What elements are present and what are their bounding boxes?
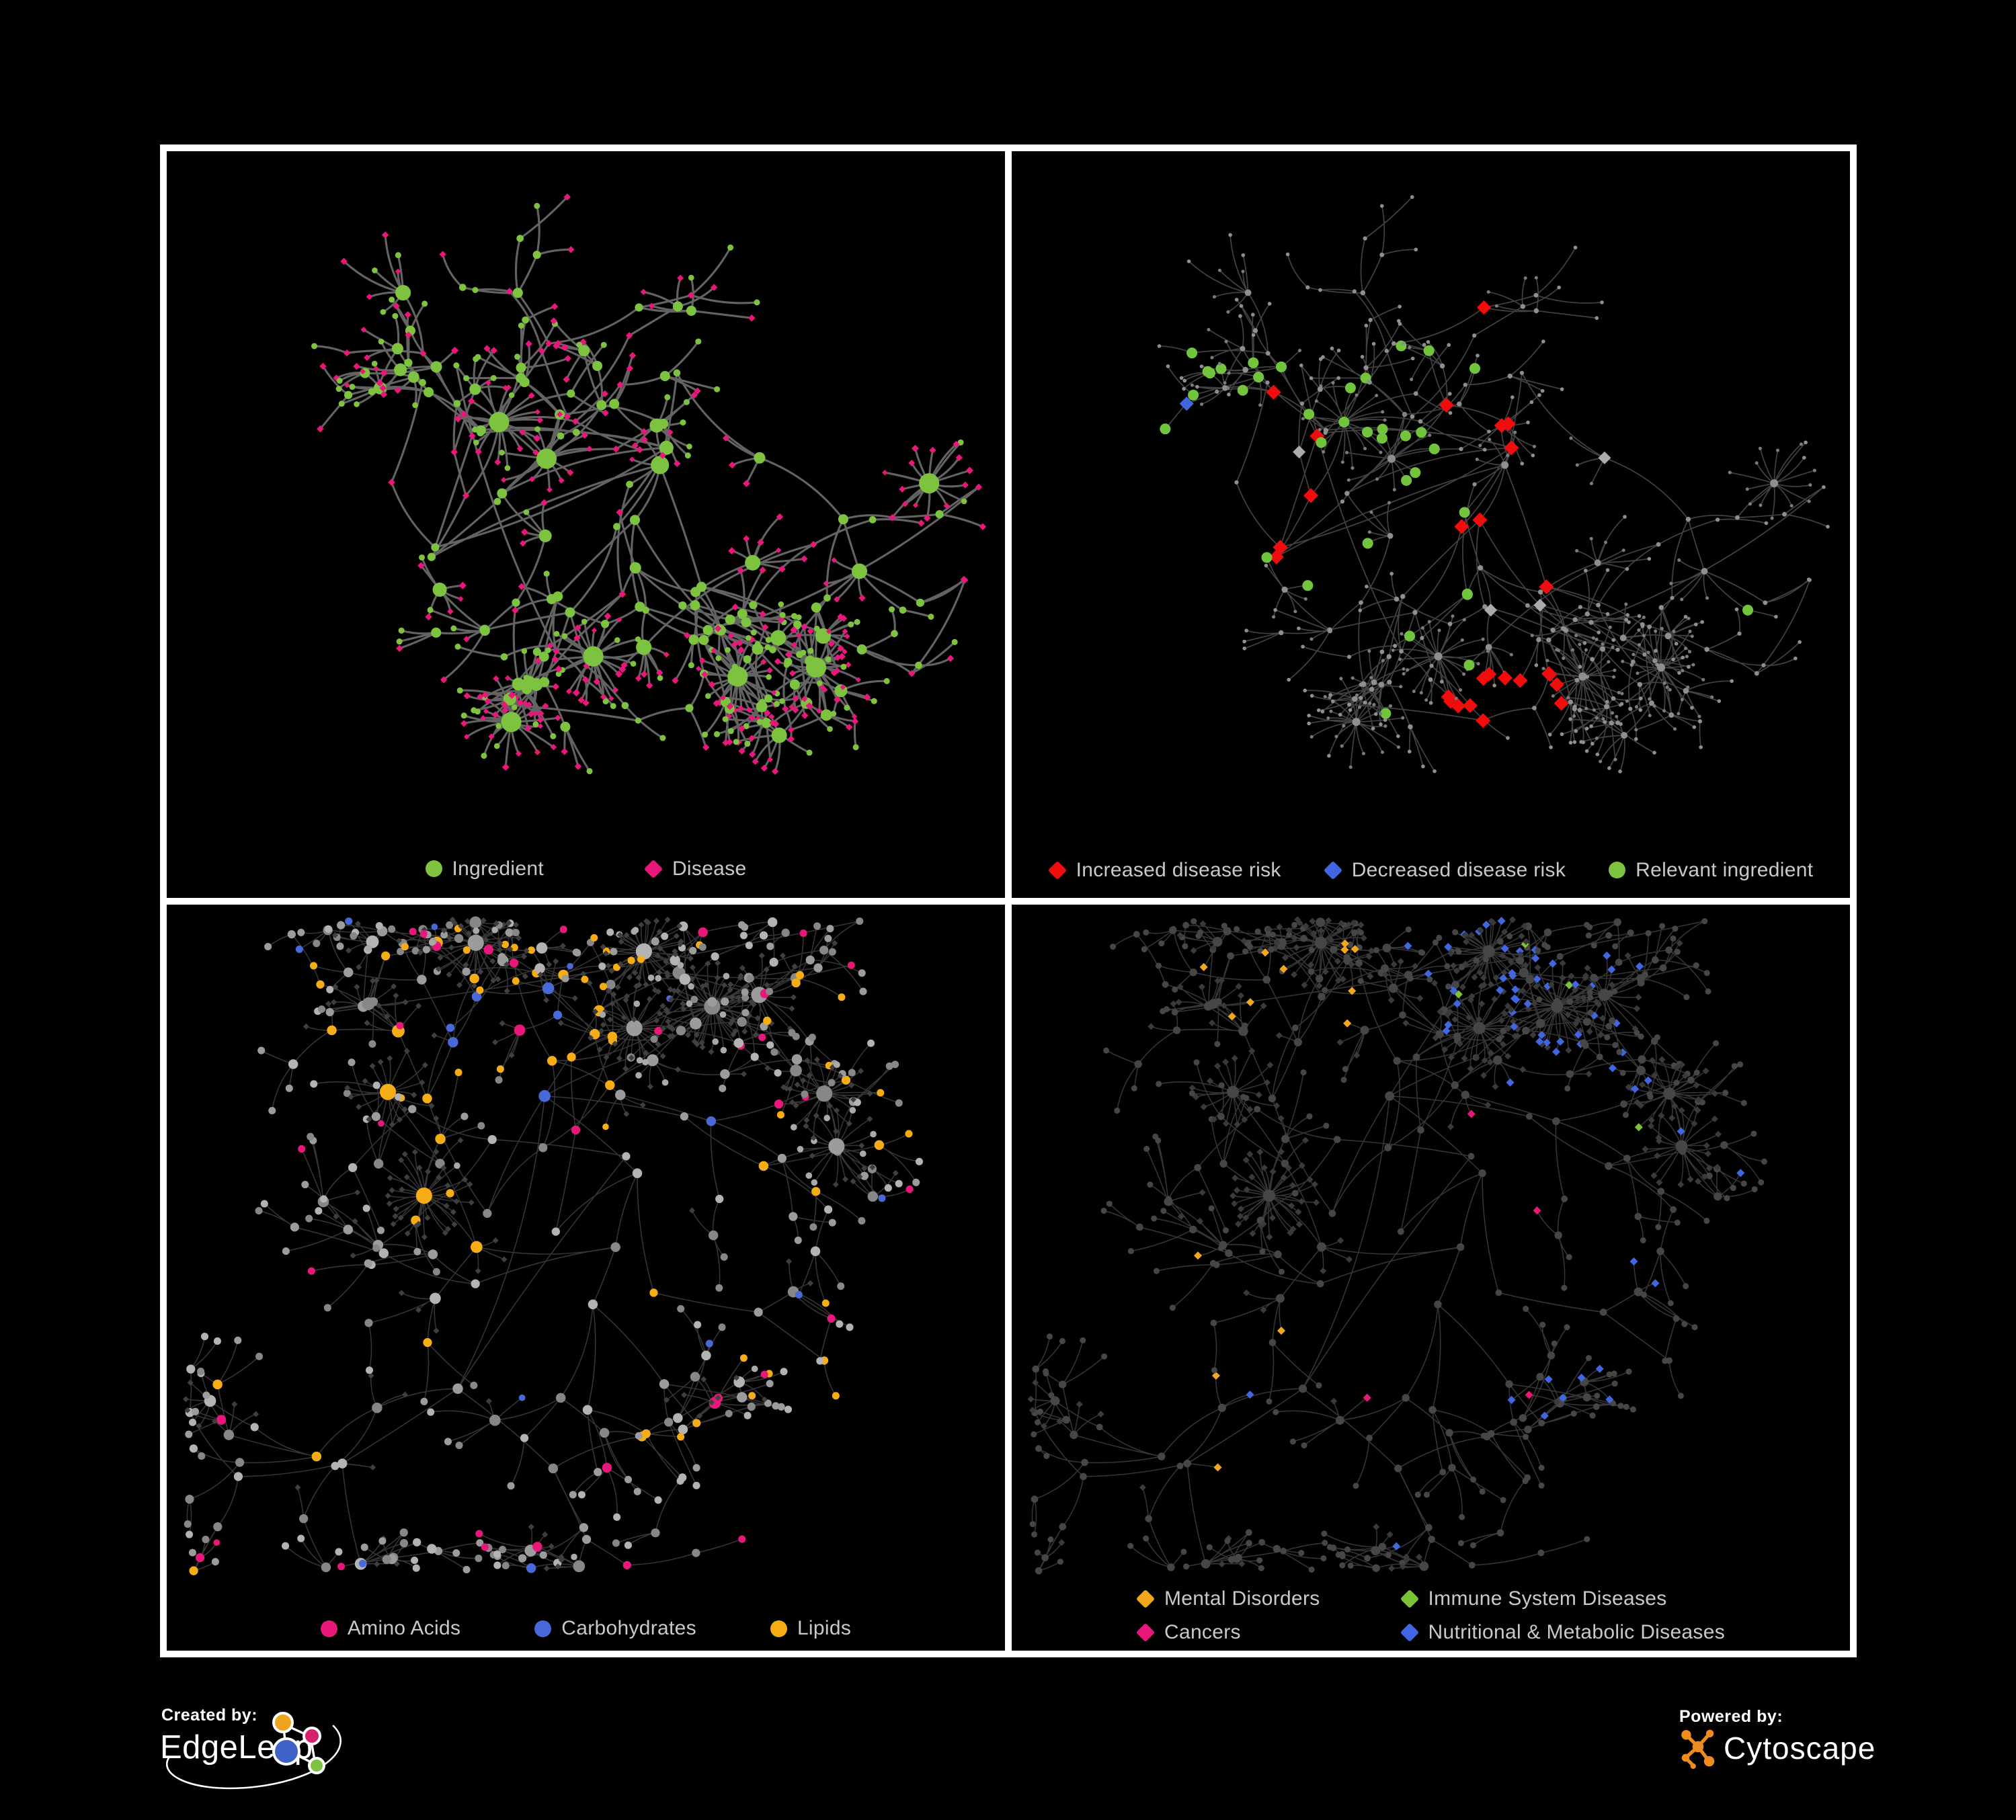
cytoscape-wordmark: Cytoscape [1724, 1731, 1876, 1766]
legend-item-decreased-disease-risk: Decreased disease risk [1323, 858, 1566, 882]
circle-swatch [534, 1620, 552, 1637]
legend-disease-categories: Mental Disorders Immune System Diseases Ca… [1012, 1587, 1850, 1644]
figure-frame: Ingredient Disease Increased disease risk… [160, 144, 1857, 1657]
powered-by-label: Powered by: [1679, 1707, 1783, 1726]
legend-disease-risk: Increased disease risk Decreased disease … [1012, 859, 1850, 882]
diamond-swatch [1400, 1622, 1419, 1643]
legend-label: Cancers [1164, 1621, 1241, 1643]
legend-item-immune-system-diseases: Immune System Diseases [1400, 1587, 1725, 1610]
diamond-swatch [643, 859, 663, 878]
legend-label: Immune System Diseases [1428, 1587, 1667, 1610]
legend-label: Ingredient [452, 857, 544, 880]
legend-label: Mental Disorders [1164, 1587, 1320, 1610]
edgeleap-wordmark: EdgeLeap [160, 1729, 313, 1766]
diamond-swatch [1400, 1589, 1419, 1609]
diamond-swatch [1135, 1622, 1156, 1643]
legend-item-lipids: Lipids [770, 1617, 851, 1640]
legend-item-ingredient: Ingredient [425, 857, 544, 880]
legend-label: Decreased disease risk [1351, 858, 1566, 881]
legend-label: Carbohydrates [561, 1617, 696, 1639]
network-ingredient-categories [182, 915, 924, 1575]
panel-disease-categories: Mental Disorders Immune System Diseases Ca… [1012, 904, 1850, 1651]
legend-label: Disease [672, 857, 747, 880]
diamond-swatch [1047, 860, 1067, 880]
legend-ingredient-disease: Ingredient Disease [167, 858, 1005, 880]
created-by-block: Created by: EdgeLeap [160, 1706, 362, 1820]
legend-item-amino-acids: Amino Acids [320, 1617, 461, 1640]
circle-swatch [425, 860, 442, 877]
network-ingredient-disease [311, 193, 987, 775]
legend-item-mental-disorders: Mental Disorders [1135, 1587, 1320, 1610]
diamond-swatch [1323, 860, 1342, 880]
circle-swatch [1609, 862, 1626, 878]
legend-label: Nutritional & Metabolic Diseases [1428, 1621, 1725, 1643]
legend-item-carbohydrates: Carbohydrates [534, 1617, 696, 1640]
legend-label: Relevant ingredient [1636, 858, 1814, 881]
legend-ingredient-categories: Amino Acids Carbohydrates Lipids [167, 1617, 1005, 1640]
legend-item-increased-disease-risk: Increased disease risk [1047, 858, 1281, 882]
panel-ingredient-disease: Ingredient Disease [167, 151, 1005, 898]
legend-item-nutritional-metabolic-diseases: Nutritional & Metabolic Diseases [1400, 1621, 1725, 1644]
legend-item-disease: Disease [643, 857, 747, 880]
legend-item-cancers: Cancers [1135, 1621, 1320, 1644]
network-disease-risk [1157, 195, 1830, 774]
panel-disease-risk: Increased disease risk Decreased disease … [1012, 151, 1850, 898]
legend-label: Increased disease risk [1076, 858, 1281, 881]
panel-ingredient-categories: Amino Acids Carbohydrates Lipids [167, 904, 1005, 1651]
network-disease-categories [1027, 915, 1768, 1575]
circle-swatch [770, 1620, 787, 1637]
created-by-label: Created by: [161, 1706, 258, 1725]
legend-item-relevant-ingredient: Relevant ingredient [1609, 859, 1813, 882]
powered-by-block: Powered by: Cytoscape [1679, 1707, 1881, 1794]
circle-swatch [320, 1620, 337, 1637]
cytoscape-icon [1681, 1729, 1715, 1769]
legend-label: Lipids [797, 1617, 852, 1639]
diamond-swatch [1135, 1589, 1156, 1609]
legend-label: Amino Acids [347, 1617, 461, 1639]
